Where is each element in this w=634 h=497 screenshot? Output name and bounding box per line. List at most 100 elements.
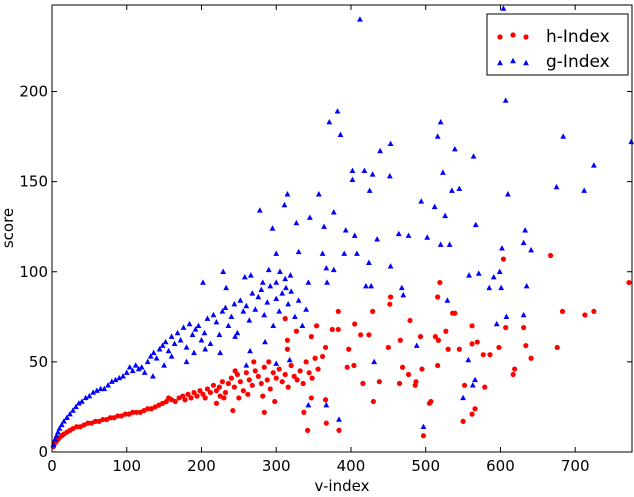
h-index-point <box>282 316 288 322</box>
g-index-point <box>337 131 344 137</box>
h-index-point <box>315 366 321 372</box>
g-index-point <box>444 297 451 303</box>
g-index-point <box>207 340 214 347</box>
g-index-point <box>73 403 79 410</box>
g-index-point <box>500 5 507 11</box>
h-index-point <box>225 380 231 387</box>
h-index-point <box>329 326 335 333</box>
g-index-point <box>200 279 206 285</box>
h-index-point <box>249 382 255 388</box>
g-index-point <box>374 236 381 242</box>
h-index-point <box>370 398 376 405</box>
h-index-point <box>282 371 288 378</box>
g-index-point <box>486 284 493 291</box>
g-index-point <box>523 282 530 289</box>
y-axis-label: score <box>0 208 17 248</box>
h-index-point <box>322 397 329 403</box>
h-index-point <box>279 379 285 385</box>
h-index-point <box>582 312 588 318</box>
h-index-point <box>258 380 264 387</box>
g-index-point <box>264 299 271 305</box>
g-index-point <box>231 301 238 307</box>
g-index-point <box>228 313 235 320</box>
h-index-point <box>303 359 309 365</box>
g-index-point <box>496 268 503 274</box>
g-index-point <box>424 234 431 240</box>
series-h-index <box>50 252 632 450</box>
h-index-point <box>376 379 382 385</box>
g-index-point <box>86 392 93 399</box>
h-index-point <box>251 359 257 365</box>
h-index-point <box>232 368 238 374</box>
g-index-point <box>472 221 479 228</box>
h-index-point <box>74 424 80 430</box>
g-index-point <box>82 394 89 401</box>
g-index-point <box>469 382 476 388</box>
h-index-point <box>474 339 480 345</box>
h-index-point <box>322 344 329 351</box>
g-index-point <box>247 347 253 354</box>
h-index-point <box>300 380 306 387</box>
h-index-point <box>496 344 502 351</box>
g-index-point <box>220 268 227 274</box>
h-index-point <box>385 344 391 351</box>
h-index-point <box>297 368 303 374</box>
g-index-point <box>413 342 420 348</box>
g-index-point <box>259 279 266 285</box>
h-index-point <box>264 377 270 383</box>
h-index-point <box>482 384 488 390</box>
g-index-point <box>371 358 378 365</box>
h-index-point <box>461 382 468 388</box>
g-index-point <box>225 322 232 329</box>
g-index-point <box>321 223 327 229</box>
h-index-point <box>305 427 311 433</box>
h-index-point <box>252 368 258 374</box>
h-index-point <box>626 279 632 286</box>
h-index-point <box>405 371 412 378</box>
g-index-point <box>369 171 376 177</box>
h-index-point <box>115 413 121 419</box>
g-index-point <box>269 225 276 231</box>
g-index-point <box>342 227 349 233</box>
g-index-point <box>183 358 190 365</box>
legend-marker-h-index <box>497 32 529 40</box>
h-index-point <box>435 337 442 343</box>
h-index-point <box>480 352 486 358</box>
g-index-point <box>53 432 60 438</box>
h-index-point <box>591 308 597 315</box>
g-index-point <box>123 369 130 375</box>
g-index-point <box>58 421 65 428</box>
g-index-point <box>351 232 358 238</box>
h-index-point <box>346 346 352 352</box>
series-g-index <box>50 5 634 447</box>
g-index-point <box>528 246 534 253</box>
g-index-point <box>277 268 283 274</box>
y-tick-label: 50 <box>29 353 48 371</box>
g-index-point <box>126 364 133 370</box>
g-index-point <box>446 241 453 247</box>
g-index-point <box>132 362 139 368</box>
g-index-point <box>189 331 196 338</box>
h-index-point <box>185 391 191 397</box>
g-index-point <box>120 373 126 379</box>
h-index-point <box>260 393 266 399</box>
g-index-point <box>161 362 168 368</box>
g-index-point <box>490 273 497 280</box>
h-index-point <box>417 334 424 340</box>
g-index-point <box>67 410 73 417</box>
h-index-point <box>335 326 341 333</box>
h-index-point <box>512 366 518 372</box>
legend-marker-g-index <box>497 57 529 66</box>
g-index-point <box>97 385 104 392</box>
h-index-point <box>312 355 318 361</box>
h-index-point <box>452 310 458 316</box>
g-index-point <box>256 207 263 213</box>
g-index-point <box>295 297 302 303</box>
h-index-point <box>122 411 128 417</box>
h-index-point <box>503 325 509 331</box>
legend-box <box>486 13 629 76</box>
g-index-point <box>232 333 239 339</box>
g-index-point <box>319 250 326 256</box>
h-index-point <box>237 379 243 385</box>
h-index-point <box>319 353 326 360</box>
